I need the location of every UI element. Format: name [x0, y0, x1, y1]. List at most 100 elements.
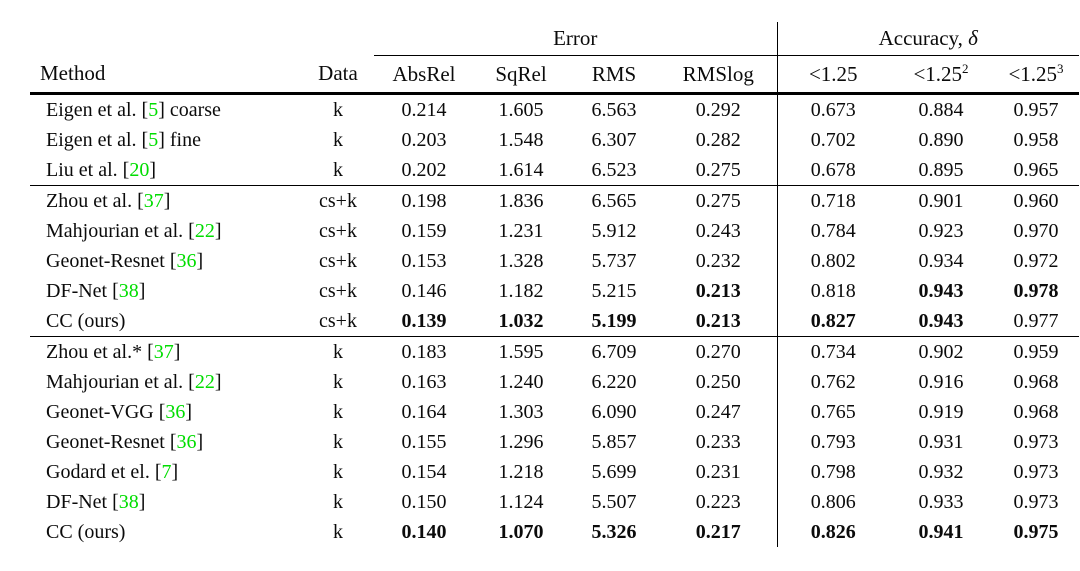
value-cell: 0.718 — [776, 185, 889, 216]
data-cell: cs+k — [319, 249, 357, 272]
value-cell: 1.240 — [498, 370, 544, 393]
data-cell: cs+k — [319, 219, 357, 242]
table-row: Mahjourian et al. [22] cs+k 0.159 1.231 … — [30, 216, 1079, 246]
value-cell: 1.303 — [498, 400, 544, 423]
citation-number: 36 — [176, 249, 197, 272]
value-cell: 1.605 — [498, 98, 544, 121]
value-cell: 0.901 — [889, 185, 993, 216]
method-pre: Geonet-Resnet [ — [46, 430, 177, 453]
method-pre: Liu et al. [ — [46, 158, 130, 181]
method-pre: Godard et el. [ — [46, 460, 162, 483]
value-cell: 0.292 — [695, 98, 741, 121]
value-cell: 0.702 — [776, 125, 889, 155]
value-cell: 6.307 — [591, 128, 637, 151]
table-row: Godard et el. [7] k 0.154 1.218 5.699 0.… — [30, 457, 1079, 487]
table-row: DF-Net [38] k 0.150 1.124 5.507 0.223 0.… — [30, 487, 1079, 517]
value-cell: 0.213 — [695, 279, 741, 302]
value-cell: 0.943 — [918, 309, 964, 332]
accuracy-group-label: Accuracy, — [878, 26, 969, 50]
value-cell: 0.270 — [660, 336, 777, 367]
method-post: ] — [173, 340, 181, 363]
value-cell: 5.199 — [591, 309, 637, 332]
method-cell: Geonet-VGG [36] — [30, 397, 302, 427]
column-header-data: Data — [302, 55, 374, 95]
value-cell: 0.806 — [776, 487, 889, 517]
value-cell: 0.150 — [401, 490, 447, 513]
value-cell: 0.784 — [776, 216, 889, 246]
value-cell: 0.153 — [401, 249, 447, 272]
acc-125cu-sup: 3 — [1057, 60, 1064, 76]
value-cell: 0.973 — [1013, 490, 1059, 513]
value-cell: 1.032 — [498, 309, 544, 332]
value-cell: 0.943 — [918, 279, 964, 302]
method-pre: Eigen et al. [ — [46, 128, 149, 151]
group-header-row: Error Accuracy, δ — [30, 22, 1079, 56]
method-pre: Geonet-Resnet [ — [46, 249, 177, 272]
data-cell: k — [333, 520, 343, 543]
value-cell: 0.802 — [776, 246, 889, 276]
value-cell: 0.826 — [776, 517, 889, 547]
method-cell: Mahjourian et al. [22] — [30, 216, 302, 246]
citation-number: 38 — [118, 279, 139, 302]
citation-number: 36 — [165, 400, 186, 423]
value-cell: 0.968 — [1013, 370, 1059, 393]
value-cell: 0.146 — [401, 279, 447, 302]
method-cell: Godard et el. [7] — [30, 457, 302, 487]
value-cell: 0.214 — [401, 98, 447, 121]
method-pre: CC (ours) — [46, 520, 126, 543]
acc-125sq-base: <1.25 — [913, 61, 963, 86]
method-post: ] — [138, 490, 146, 513]
method-cell: DF-Net [38] — [30, 487, 302, 517]
value-cell: 0.250 — [695, 370, 741, 393]
method-pre: Zhou et al.* [ — [46, 340, 154, 363]
method-cell: Mahjourian et al. [22] — [30, 367, 302, 397]
method-cell: Geonet-Resnet [36] — [30, 427, 302, 457]
data-cell: cs+k — [302, 185, 374, 216]
value-cell: 5.215 — [591, 279, 637, 302]
method-post: ] fine — [158, 128, 201, 151]
value-cell: 0.233 — [695, 430, 741, 453]
value-cell: 6.523 — [591, 158, 637, 181]
data-cell: cs+k — [319, 279, 357, 302]
method-post: ] coarse — [158, 98, 221, 121]
value-cell: 0.282 — [695, 128, 741, 151]
value-cell: 1.614 — [498, 158, 544, 181]
data-cell: k — [333, 430, 343, 453]
column-header-acc-125sq: <1.252 — [889, 55, 993, 95]
value-cell: 0.884 — [918, 98, 964, 121]
value-cell: 5.699 — [591, 460, 637, 483]
value-cell: 0.155 — [401, 430, 447, 453]
table-row: Geonet-VGG [36] k 0.164 1.303 6.090 0.24… — [30, 397, 1079, 427]
value-cell: 0.890 — [918, 128, 964, 151]
citation-number: 7 — [161, 460, 172, 483]
method-cell: Zhou et al.* [37] — [30, 336, 302, 367]
value-cell: 0.965 — [1013, 158, 1059, 181]
value-cell: 0.202 — [401, 158, 447, 181]
results-table: Error Accuracy, δ Method Data AbsRel SqR… — [30, 22, 1079, 547]
value-cell: 0.793 — [776, 427, 889, 457]
table-row: Zhou et al.* [37] k 0.183 1.595 6.709 0.… — [30, 336, 1079, 367]
value-cell: 0.933 — [918, 490, 964, 513]
table-row: Liu et al. [20] k 0.202 1.614 6.523 0.27… — [30, 155, 1079, 186]
citation-number: 22 — [194, 219, 215, 242]
value-cell: 5.737 — [591, 249, 637, 272]
value-cell: 0.164 — [401, 400, 447, 423]
method-post: ] — [163, 189, 171, 212]
data-cell: k — [333, 158, 343, 181]
value-cell: 0.159 — [401, 219, 447, 242]
column-header-rms: RMS — [568, 55, 660, 95]
value-cell: 0.678 — [776, 155, 889, 186]
error-group-label: Error — [553, 26, 598, 50]
value-cell: 0.931 — [918, 430, 964, 453]
value-cell: 0.958 — [1013, 128, 1059, 151]
value-cell: 0.957 — [1013, 98, 1059, 121]
value-cell: 0.198 — [374, 185, 474, 216]
value-cell: 0.765 — [776, 397, 889, 427]
acc-125sq-sup: 2 — [962, 60, 969, 76]
method-post: ] — [138, 279, 146, 302]
value-cell: 5.326 — [591, 520, 637, 543]
data-cell: k — [333, 460, 343, 483]
value-cell: 0.919 — [918, 400, 964, 423]
value-cell: 0.762 — [776, 367, 889, 397]
value-cell: 0.932 — [918, 460, 964, 483]
